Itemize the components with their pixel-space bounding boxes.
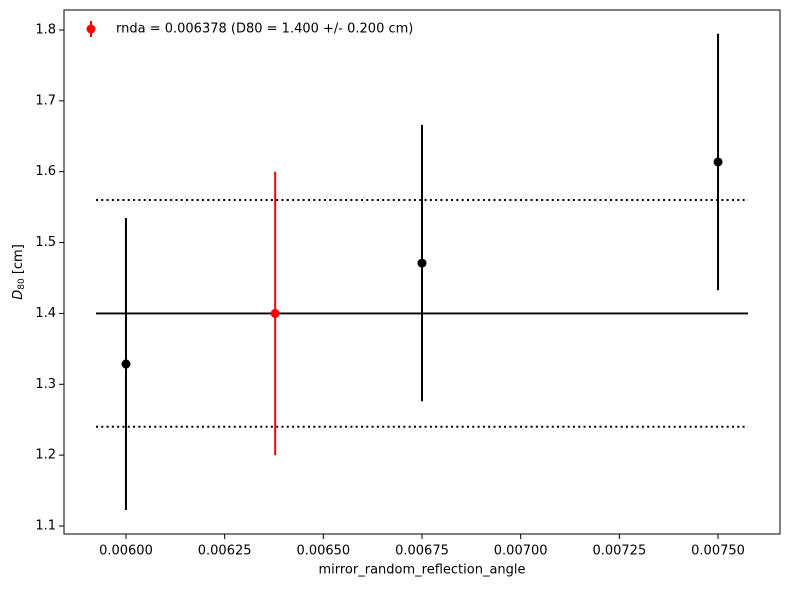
x-tick-label: 0.00675: [395, 544, 449, 559]
y-tick-label: 1.5: [35, 235, 56, 250]
data-point: [417, 258, 427, 268]
y-label-unit: [cm]: [11, 244, 26, 278]
y-tick-label: 1.4: [35, 306, 56, 321]
x-tick-label: 0.00625: [198, 544, 252, 559]
y-tick-label: 1.3: [35, 377, 56, 392]
y-axis-label: D80 [cm]: [11, 244, 27, 300]
axes-frame: [63, 9, 781, 535]
y-tick-label: 1.6: [35, 164, 56, 179]
y-label-main: D: [11, 290, 26, 300]
x-tick-label: 0.00600: [99, 544, 153, 559]
y-tick-label: 1.8: [35, 22, 56, 37]
x-tick-label: 0.00700: [494, 544, 548, 559]
legend-marker: [86, 24, 96, 34]
x-tick-label: 0.00650: [296, 544, 350, 559]
y-tick-label: 1.2: [35, 448, 56, 463]
x-tick-label: 0.00725: [592, 544, 646, 559]
y-label-sub: 80: [17, 278, 27, 290]
y-tick-label: 1.1: [35, 518, 56, 533]
y-tick-label: 1.7: [35, 93, 56, 108]
data-point: [713, 157, 723, 167]
data-point: [121, 359, 131, 369]
x-axis-label: mirror_random_reflection_angle: [318, 563, 525, 578]
data-point: [270, 308, 280, 318]
x-tick-label: 0.00750: [691, 544, 745, 559]
legend-label: rnda = 0.006378 (D80 = 1.400 +/- 0.200 c…: [116, 22, 413, 37]
